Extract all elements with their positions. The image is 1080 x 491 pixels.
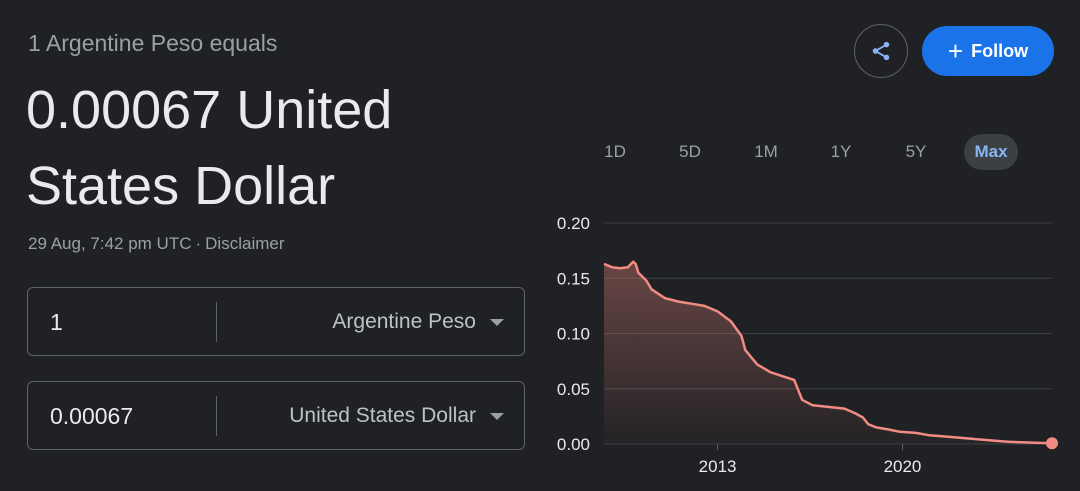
y-tick-label: 0.20 bbox=[557, 214, 590, 233]
to-amount-input[interactable]: 0.00067 bbox=[50, 403, 134, 429]
timestamp: 29 Aug, 7:42 pm UTC bbox=[28, 234, 192, 253]
share-button[interactable] bbox=[854, 24, 908, 78]
disclaimer-link[interactable]: Disclaimer bbox=[205, 234, 285, 253]
chart-area bbox=[604, 261, 1052, 444]
separator: · bbox=[195, 234, 202, 253]
from-currency-select[interactable]: Argentine Peso bbox=[332, 310, 476, 333]
x-tick-label: 2013 bbox=[699, 457, 737, 476]
range-1m[interactable]: 1M bbox=[754, 142, 778, 161]
chevron-down-icon[interactable] bbox=[490, 413, 504, 420]
range-5d[interactable]: 5D bbox=[679, 142, 701, 161]
range-1d[interactable]: 1D bbox=[604, 142, 626, 161]
conversion-subtitle: 1 Argentine Peso equals bbox=[28, 30, 278, 56]
y-tick-label: 0.05 bbox=[557, 380, 590, 399]
divider bbox=[216, 396, 217, 436]
x-tick-label: 2020 bbox=[884, 457, 922, 476]
divider bbox=[216, 302, 217, 342]
from-currency-box: 1 Argentine Peso bbox=[27, 287, 525, 356]
chart-endpoint[interactable] bbox=[1046, 437, 1058, 450]
from-amount-input[interactable]: 1 bbox=[50, 309, 63, 335]
timestamp-line: 29 Aug, 7:42 pm UTC · Disclaimer bbox=[28, 234, 285, 254]
range-max[interactable]: Max bbox=[964, 134, 1018, 170]
y-tick-label: 0.10 bbox=[557, 325, 590, 344]
chart-line bbox=[603, 260, 1053, 445]
y-tick-label: 0.15 bbox=[557, 269, 590, 288]
plus-icon: + bbox=[947, 36, 964, 66]
follow-label: Follow bbox=[971, 40, 1029, 61]
to-currency-select[interactable]: United States Dollar bbox=[289, 404, 476, 427]
range-1y[interactable]: 1Y bbox=[830, 142, 852, 161]
y-tick-label: 0.00 bbox=[557, 435, 590, 454]
range-5y[interactable]: 5Y bbox=[905, 142, 927, 161]
follow-button[interactable]: + Follow bbox=[922, 26, 1054, 76]
conversion-value: 0.00067 United States Dollar bbox=[26, 80, 393, 216]
share-icon bbox=[872, 41, 890, 61]
to-currency-box: 0.00067 United States Dollar bbox=[27, 381, 525, 450]
chevron-down-icon[interactable] bbox=[490, 319, 504, 326]
